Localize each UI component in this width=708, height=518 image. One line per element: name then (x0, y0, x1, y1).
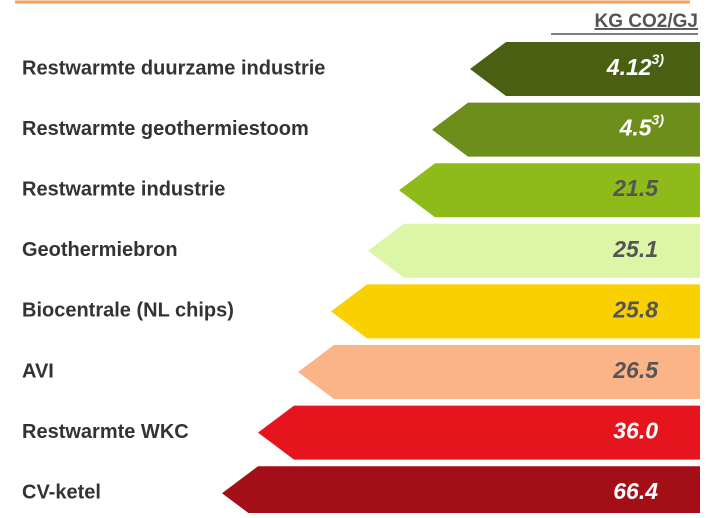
row-value: 66.4 (613, 478, 658, 504)
label-arrow (258, 405, 700, 460)
label-arrow (399, 163, 700, 218)
row-value: 36.0 (613, 418, 658, 444)
row-label: AVI (22, 360, 54, 382)
value-text: 36.0 (613, 418, 658, 444)
label-arrow (331, 284, 700, 339)
row-label: Geothermiebron (22, 239, 178, 261)
label-arrow (432, 102, 700, 157)
row-label: Restwarmte WKC (22, 421, 189, 443)
value-note: 3) (652, 51, 665, 67)
label-arrow (222, 466, 700, 518)
row: Restwarmte WKC 36.0 (22, 405, 700, 460)
value-text: 66.4 (613, 478, 658, 504)
row-label: Restwarmte industrie (22, 178, 225, 200)
row: CV-ketel 66.4 (22, 466, 700, 518)
label-arrow (470, 42, 700, 96)
label-arrow (368, 223, 700, 278)
value-text: 25.8 (612, 296, 658, 322)
row-value: 26.5 (612, 357, 659, 383)
row-label: Restwarmte geothermiestoom (22, 118, 309, 140)
row: Restwarmte geothermiestoom 4.53) (22, 102, 700, 157)
row-value: 25.8 (612, 296, 658, 322)
unit-header: KG CO2/GJ (595, 11, 698, 32)
value-text: 25.1 (612, 236, 658, 262)
row-value: 25.1 (612, 236, 658, 262)
value-text: 4.12 (606, 54, 652, 80)
row: Restwarmte duurzame industrie 4.123) (22, 42, 700, 96)
row-label: Biocentrale (NL chips) (22, 300, 234, 322)
row-label: CV-ketel (22, 481, 101, 503)
row: Biocentrale (NL chips) 25.8 (22, 284, 700, 339)
rows: Restwarmte duurzame industrie 4.123)Restw… (22, 42, 700, 518)
row: Restwarmte industrie 21.5 (22, 163, 700, 218)
row-value: 4.53) (619, 111, 665, 140)
value-text: 26.5 (612, 357, 659, 383)
value-note: 3) (652, 111, 665, 127)
row-value: 21.5 (612, 175, 659, 201)
row: AVI 26.5 (22, 345, 700, 399)
row-value: 4.123) (606, 51, 665, 80)
row-label: Restwarmte duurzame industrie (22, 57, 325, 79)
label-arrow (298, 345, 700, 399)
value-text: 21.5 (612, 175, 659, 201)
value-text: 4.5 (619, 115, 653, 141)
row: Geothermiebron 25.1 (22, 223, 700, 278)
